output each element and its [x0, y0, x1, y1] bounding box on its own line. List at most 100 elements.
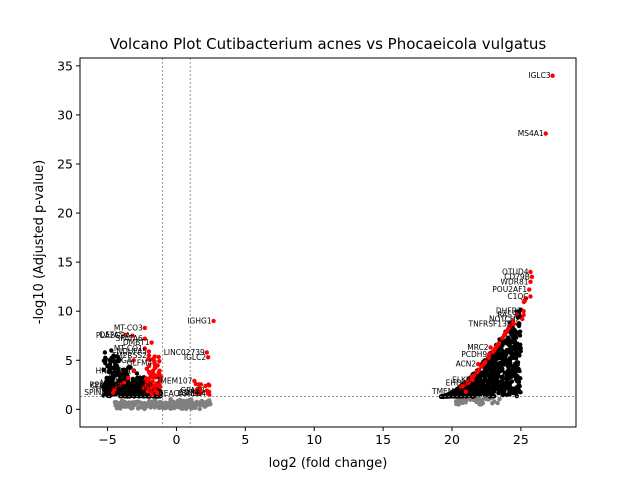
labeled-point [527, 287, 532, 292]
labeled-point [476, 362, 481, 367]
gene-label: MT-CO3 [114, 323, 143, 332]
data-point-down [103, 391, 109, 396]
data-point-ns [162, 402, 168, 407]
data-point-up [478, 373, 483, 378]
data-point-up [460, 393, 466, 399]
labeled-point [521, 312, 526, 318]
gene-label: GPA33 [180, 386, 205, 395]
data-point-ns [135, 406, 141, 411]
data-point-ns [197, 406, 202, 412]
labeled-point [470, 377, 475, 383]
labeled-point [463, 389, 468, 394]
data-point-up [481, 391, 486, 396]
labeled-point [528, 269, 533, 275]
data-point-down [116, 366, 121, 372]
data-point-up [513, 356, 519, 361]
gene-label: ELK3 [452, 375, 471, 384]
data-point-ns [463, 400, 468, 405]
data-point-ns [133, 402, 138, 407]
x-tick-label: 10 [306, 432, 322, 447]
data-point-down-edge [150, 368, 156, 373]
data-point-ns [173, 403, 178, 408]
data-point-down-edge [156, 381, 161, 386]
data-point-down-edge [152, 354, 157, 359]
data-point-up [513, 361, 519, 366]
data-point-ns [497, 396, 502, 402]
gene-label: OLFM4 [127, 359, 153, 368]
data-point-up-edge [507, 325, 512, 330]
data-point-up [497, 361, 503, 367]
labeled-point [152, 383, 157, 388]
data-point-up [513, 343, 519, 348]
data-point-up [475, 387, 480, 392]
labeled-point [550, 73, 555, 78]
data-point-down-edge [144, 376, 149, 381]
threshold-lines [80, 58, 576, 427]
labeled-point [528, 294, 533, 299]
data-point-down [128, 365, 133, 370]
labeled-point [121, 380, 127, 385]
gene-label: IGHG1 [187, 317, 211, 326]
x-tick-label: 15 [375, 432, 391, 447]
data-point-ns [203, 401, 209, 407]
data-point-down [111, 365, 116, 371]
y-tick-label: 30 [57, 107, 73, 122]
labeled-point [115, 383, 120, 388]
data-point-down [102, 359, 108, 364]
gene-label: IGLC2 [184, 353, 206, 362]
data-point-down [131, 377, 137, 383]
data-point-up [505, 338, 511, 343]
data-point-up [499, 379, 504, 385]
data-point-up [487, 387, 492, 392]
data-point-down-edge [147, 371, 153, 376]
data-point-down [137, 390, 142, 395]
data-point-up [517, 353, 522, 358]
labeled-point [487, 352, 492, 357]
data-point-down-edge [149, 390, 154, 395]
gene-label: C1QC [507, 292, 528, 301]
data-point-down [135, 378, 141, 384]
data-point-up [489, 372, 494, 377]
gene-label: FCGBP [116, 383, 142, 392]
gene-label: OTUD4 [502, 267, 529, 276]
labeled-point [511, 321, 517, 327]
data-point-ns [166, 401, 171, 406]
data-point-ns [158, 400, 163, 406]
data-point-up [457, 392, 462, 398]
gene-label: ACN2 [456, 360, 477, 369]
data-point-down [119, 372, 124, 377]
data-point-down-edge [157, 384, 163, 390]
data-point-up [494, 375, 499, 381]
data-point-up-edge [514, 312, 520, 317]
data-point-up [501, 351, 506, 357]
points-layer [101, 73, 555, 412]
data-point-up [503, 376, 509, 382]
data-point-up [493, 386, 498, 392]
data-point-down [119, 376, 125, 381]
gene-label: PCDH9 [461, 350, 487, 359]
data-point-ns [148, 399, 153, 404]
gene-label: DMBT1 [123, 338, 150, 347]
labeled-point [205, 391, 211, 396]
data-point-ns [138, 400, 143, 405]
gene-label: HNRNPA1 [96, 367, 132, 376]
data-point-up [499, 348, 505, 353]
y-tick-label: 35 [57, 58, 73, 73]
gene-label: TNFRSF13B [468, 320, 512, 329]
labeled-point [543, 131, 548, 136]
data-point-down-edge [148, 385, 153, 391]
data-point-up [510, 366, 515, 372]
data-point-up-edge [490, 349, 495, 355]
data-point-down [112, 360, 118, 366]
data-point-up [494, 366, 500, 371]
data-point-up [517, 389, 522, 395]
data-point-up [494, 372, 499, 377]
labeled-point [194, 391, 200, 396]
plot-frame [79, 57, 577, 428]
gene-label: TMEM107 [155, 376, 193, 385]
y-tick-label: 0 [65, 402, 73, 417]
gene-label: LGALS4 [177, 389, 206, 398]
